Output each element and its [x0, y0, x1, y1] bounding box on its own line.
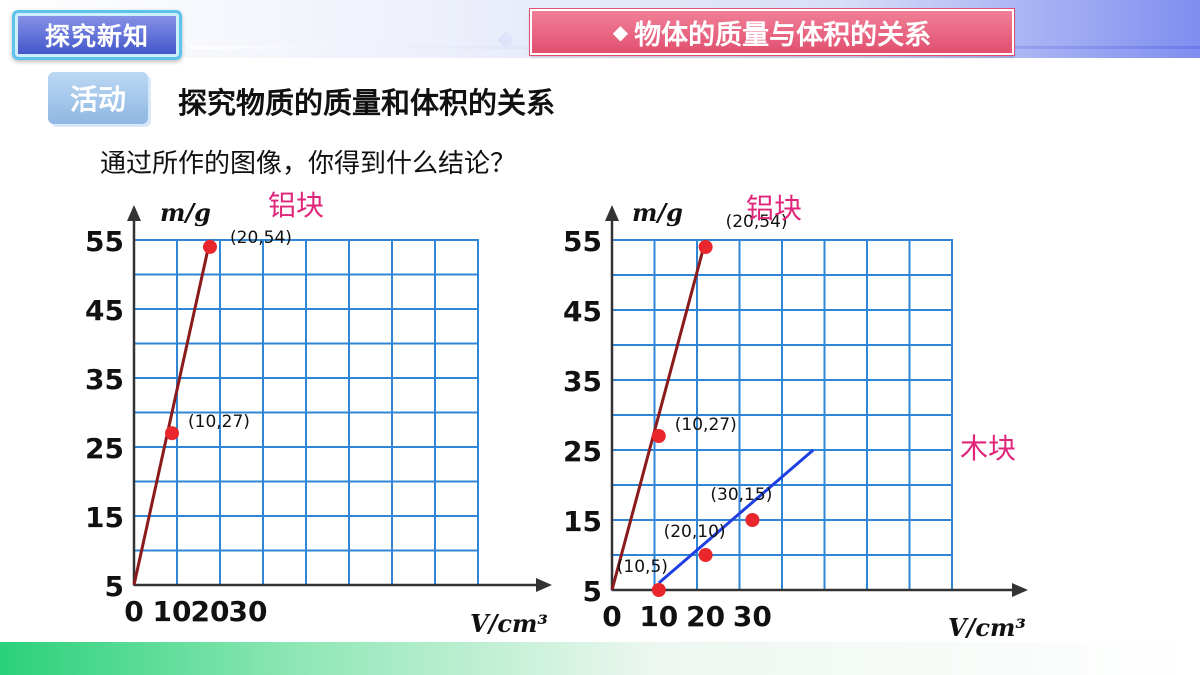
activity-badge: 活动 [48, 72, 148, 124]
right-data-label: (10,5) [617, 557, 668, 577]
right-x-axis-arrow [1012, 583, 1028, 597]
right-data-point [698, 548, 713, 562]
right-y-tick-label: 35 [563, 365, 602, 398]
left-y-tick-label: 25 [85, 432, 124, 465]
right-y-axis-label: m/g [632, 198, 683, 227]
footer-band [0, 642, 1200, 675]
left-x-axis-label: V/cm³ [470, 609, 548, 638]
right-y-tick-label: 15 [563, 505, 602, 538]
question-text: 通过所作的图像，你得到什么结论？ [100, 149, 517, 179]
diamond-icon: ◆ [612, 20, 629, 44]
right-data-label: (30,15) [710, 485, 772, 505]
left-data-label: (20,54) [230, 228, 292, 248]
right-series-line [657, 448, 815, 585]
left-y-axis-arrow [127, 205, 141, 221]
left-y-tick-label: 5 [105, 570, 124, 603]
right-series-name: 木块 [960, 432, 1016, 465]
left-y-tick-label: 55 [85, 225, 124, 258]
left-y-tick-label: 45 [85, 294, 124, 327]
right-y-tick-label: 45 [563, 295, 602, 328]
right-x-tick-label: 30 [733, 600, 772, 633]
right-x-axis-label: V/cm³ [948, 613, 1026, 642]
right-data-label: (10,27) [675, 415, 737, 435]
right-y-tick-label: 25 [563, 435, 602, 468]
right-series-name: 铝块 [746, 192, 802, 225]
left-series-line [132, 239, 212, 586]
right-data-point [651, 429, 666, 443]
left-x-tick-label: 0 [124, 595, 143, 628]
left-data-label: (10,27) [188, 412, 250, 432]
left-x-tick-label: 10 [153, 595, 192, 628]
right-data-point [698, 240, 713, 254]
topic-title-box: ◆ 物体的质量与体积的关系 [530, 9, 1014, 55]
left-y-tick-label: 35 [85, 363, 124, 396]
right-data-point [745, 513, 760, 527]
right-x-tick-label: 20 [686, 600, 725, 633]
left-y-tick-label: 15 [85, 501, 124, 534]
left-data-point [165, 426, 179, 441]
right-data-point [651, 583, 666, 597]
right-x-tick-label: 0 [602, 600, 621, 633]
left-x-axis-arrow [536, 578, 552, 592]
right-data-label: (20,10) [664, 522, 726, 542]
left-data-point [203, 239, 217, 254]
left-x-tick-label: 20 [191, 595, 230, 628]
topic-title: 物体的质量与体积的关系 [634, 19, 932, 51]
right-y-tick-label: 5 [583, 575, 602, 608]
section-badge: 探究新知 [12, 10, 182, 60]
activity-title: 探究物质的质量和体积的关系 [178, 86, 556, 120]
right-y-axis-arrow [605, 205, 619, 221]
left-y-axis-label: m/g [160, 198, 211, 227]
right-y-tick-label: 55 [563, 225, 602, 258]
left-series-name: 铝块 [268, 189, 324, 222]
right-series-line [610, 239, 708, 591]
right-x-tick-label: 10 [639, 600, 678, 633]
right-data-label: (20,54) [726, 212, 788, 232]
left-x-tick-label: 30 [229, 595, 268, 628]
